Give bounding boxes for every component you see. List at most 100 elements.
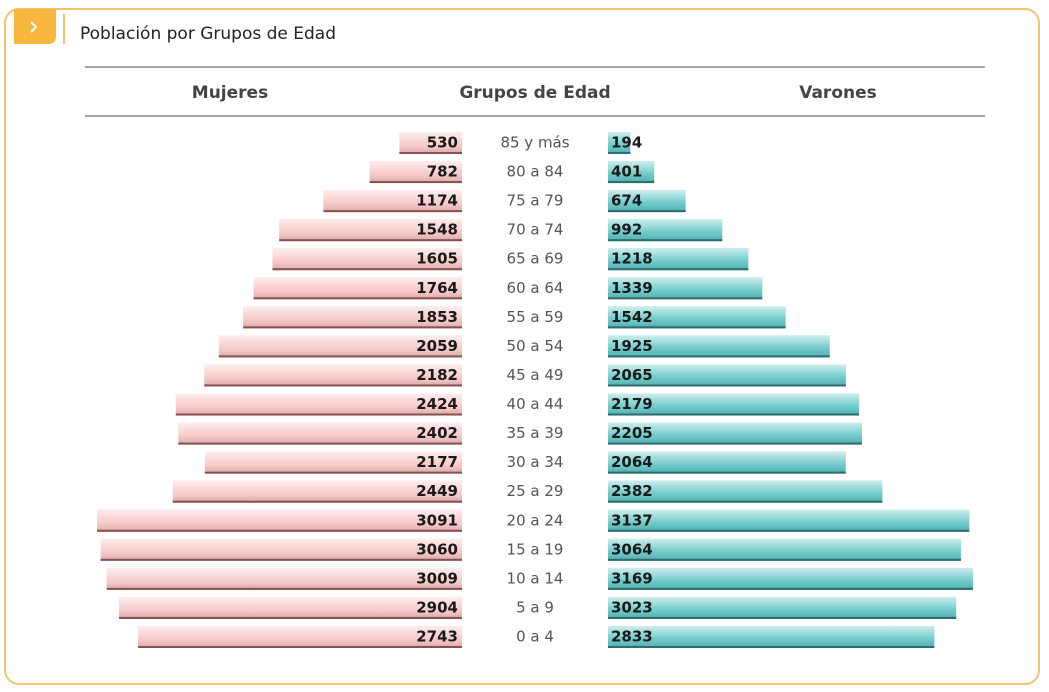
value-label: 2205 xyxy=(611,424,653,442)
bar-shine xyxy=(608,393,859,416)
bar-edge xyxy=(608,529,970,532)
bar-shine xyxy=(272,248,462,271)
bar-edge xyxy=(399,152,462,154)
value-label: 3009 xyxy=(416,569,458,587)
bar-shine xyxy=(608,596,957,619)
bar-shine xyxy=(608,538,961,561)
age-group-label: 5 a 9 xyxy=(516,598,554,616)
bar-edge xyxy=(608,558,961,561)
value-label: 3169 xyxy=(611,569,653,587)
bar-shine xyxy=(608,422,862,445)
age-group-label: 50 a 54 xyxy=(507,337,564,355)
age-group-label: 60 a 64 xyxy=(507,279,564,297)
bar-edge xyxy=(608,239,723,242)
bar-edge xyxy=(279,239,462,242)
bar-edge xyxy=(138,646,462,648)
value-label: 2179 xyxy=(611,395,653,413)
value-label: 2182 xyxy=(416,366,458,384)
bar-edge xyxy=(608,355,830,358)
bar-shine xyxy=(204,451,462,474)
bar-shine xyxy=(608,306,786,329)
bar-shine xyxy=(608,132,631,154)
value-label: 2449 xyxy=(416,482,458,500)
bar-edge xyxy=(172,500,462,503)
bar-edge xyxy=(608,587,973,590)
value-label: 1174 xyxy=(416,192,458,210)
bar-shine xyxy=(323,190,462,213)
bar-shine xyxy=(608,219,723,242)
bar-edge xyxy=(608,384,846,387)
bar-edge xyxy=(608,471,846,474)
legend-entry: Mujeres xyxy=(192,83,268,103)
bar-edge xyxy=(119,616,462,619)
age-group-label: 85 y más xyxy=(500,134,569,152)
bar-edge xyxy=(608,181,655,184)
value-label: 3023 xyxy=(611,598,653,616)
bar-shine xyxy=(608,626,935,648)
bar-shine xyxy=(119,596,462,619)
bar-edge xyxy=(243,326,462,329)
value-label: 3064 xyxy=(611,540,653,558)
value-label: 1542 xyxy=(611,308,653,326)
bar-edge xyxy=(608,616,957,619)
age-group-label: 80 a 84 xyxy=(507,163,564,181)
value-label: 674 xyxy=(611,192,642,210)
bar-edge xyxy=(608,500,883,503)
value-label: 1605 xyxy=(416,250,458,268)
value-label: 2743 xyxy=(416,628,458,646)
age-group-label: 75 a 79 xyxy=(507,192,564,210)
bar-edge xyxy=(100,558,462,561)
bar-edge xyxy=(218,355,462,358)
age-group-label: 65 a 69 xyxy=(507,250,564,268)
value-label: 1853 xyxy=(416,308,458,326)
value-label: 1548 xyxy=(416,221,458,239)
bar-edge xyxy=(608,297,763,300)
bar-edge xyxy=(608,442,862,445)
bar-edge xyxy=(204,384,462,387)
bar-shine xyxy=(243,306,462,329)
value-label: 1764 xyxy=(416,279,458,297)
bar-edge xyxy=(272,268,462,271)
value-label: 530 xyxy=(427,134,458,152)
value-label: 1925 xyxy=(611,337,653,355)
bar-edge xyxy=(608,646,935,648)
value-label: 2382 xyxy=(611,482,653,500)
value-label: 401 xyxy=(611,163,642,181)
bar-shine xyxy=(253,277,462,300)
value-label: 1218 xyxy=(611,250,653,268)
bar-shine xyxy=(608,190,686,213)
bar-edge xyxy=(608,326,786,329)
bar-shine xyxy=(608,451,846,474)
bar-shine xyxy=(204,364,462,387)
bar-shine xyxy=(608,480,883,503)
age-group-label: 10 a 14 xyxy=(507,569,564,587)
value-label: 3137 xyxy=(611,511,653,529)
value-label: 2065 xyxy=(611,366,653,384)
bar-shine xyxy=(100,538,462,561)
bar-shine xyxy=(399,132,462,154)
bar-edge xyxy=(204,471,462,474)
bar-edge xyxy=(97,529,462,532)
bar-shine xyxy=(608,335,830,358)
value-label: 992 xyxy=(611,221,642,239)
bar-edge xyxy=(608,268,749,271)
value-label: 2059 xyxy=(416,337,458,355)
bar-shine xyxy=(608,277,763,300)
bar-shine xyxy=(97,509,462,532)
age-group-label: 70 a 74 xyxy=(507,221,564,239)
value-label: 2064 xyxy=(611,453,653,471)
chart-title: Población por Grupos de Edad xyxy=(80,24,336,44)
bar-edge xyxy=(608,413,859,416)
bar-edge xyxy=(608,152,631,154)
bar-edge xyxy=(323,210,462,213)
bar-edge xyxy=(175,413,462,416)
value-label: 1339 xyxy=(611,279,653,297)
value-label: 194 xyxy=(611,134,642,152)
age-group-label: 20 a 24 xyxy=(507,511,564,529)
value-label: 2833 xyxy=(611,628,653,646)
legend-entry: Varones xyxy=(799,83,877,103)
bar-edge xyxy=(253,297,462,300)
category-axis-label: Grupos de Edad xyxy=(459,83,610,103)
